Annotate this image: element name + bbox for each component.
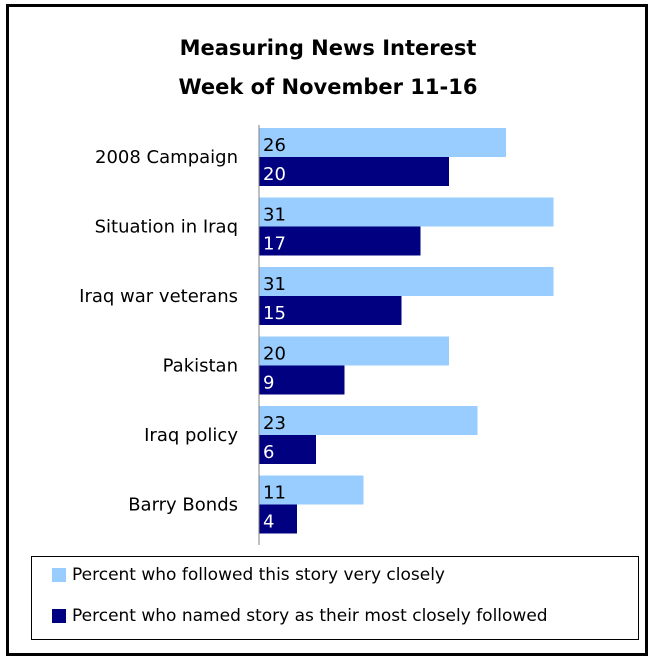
data-label-situation-in-iraq-series-1: 31	[263, 205, 286, 226]
data-label-iraq-policy-series-2: 6	[263, 442, 274, 463]
data-label-iraq-war-veterans-series-1: 31	[263, 274, 286, 295]
category-label-barry-bonds: Barry Bonds	[128, 495, 238, 516]
data-label-pakistan-series-2: 9	[263, 373, 274, 394]
bar-situation-in-iraq-series-2	[259, 226, 421, 256]
bar-pakistan-series-1	[259, 336, 449, 366]
data-label-situation-in-iraq-series-2: 17	[263, 234, 286, 255]
bar-barry-bonds-series-2	[259, 504, 297, 534]
bar-chart: 26 20 2008 Campaign 31 17 Situation in Iraq 31…	[79, 125, 554, 545]
legend-label-very-closely: Percent who followed this story very clo…	[72, 565, 445, 585]
data-label-2008-campaign-series-2: 20	[263, 164, 286, 185]
chart-frame	[6, 4, 648, 656]
data-label-barry-bonds-series-2: 4	[263, 512, 274, 533]
bar-pakistan-series-2	[259, 365, 345, 395]
category-label-pakistan: Pakistan	[163, 356, 238, 377]
data-label-iraq-war-veterans-series-2: 15	[263, 303, 286, 324]
legend-item-very-closely: Percent who followed this story very clo…	[52, 565, 445, 585]
chart-subtitle: Week of November 11-16	[178, 75, 478, 99]
bar-2008-campaign-series-1	[259, 128, 506, 157]
bar-barry-bonds-series-1	[259, 475, 364, 505]
legend-label-most-followed: Percent who named story as their most cl…	[72, 606, 548, 626]
category-label-situation-in-iraq: Situation in Iraq	[95, 217, 238, 238]
chart-title: Measuring News Interest	[179, 36, 477, 60]
legend-item-most-followed: Percent who named story as their most cl…	[52, 606, 548, 626]
bar-iraq-war-veterans-series-1	[259, 267, 554, 296]
data-label-barry-bonds-series-1: 11	[263, 483, 286, 504]
data-label-pakistan-series-1: 20	[263, 344, 286, 365]
legend-swatch-very-closely	[52, 568, 66, 582]
data-label-2008-campaign-series-1: 26	[263, 135, 286, 156]
data-label-iraq-policy-series-1: 23	[263, 413, 286, 434]
bar-situation-in-iraq-series-1	[259, 197, 554, 227]
legend-swatch-most-followed	[52, 609, 66, 623]
legend: Percent who followed this story very clo…	[31, 556, 639, 640]
bar-iraq-war-veterans-series-2	[259, 296, 402, 325]
category-label-iraq-policy: Iraq policy	[144, 425, 238, 446]
bar-iraq-policy-series-1	[259, 406, 478, 435]
bar-iraq-policy-series-2	[259, 435, 316, 464]
category-label-iraq-war-veterans: Iraq war veterans	[79, 286, 238, 307]
category-label-2008-campaign: 2008 Campaign	[95, 147, 238, 168]
bar-2008-campaign-series-2	[259, 157, 449, 186]
